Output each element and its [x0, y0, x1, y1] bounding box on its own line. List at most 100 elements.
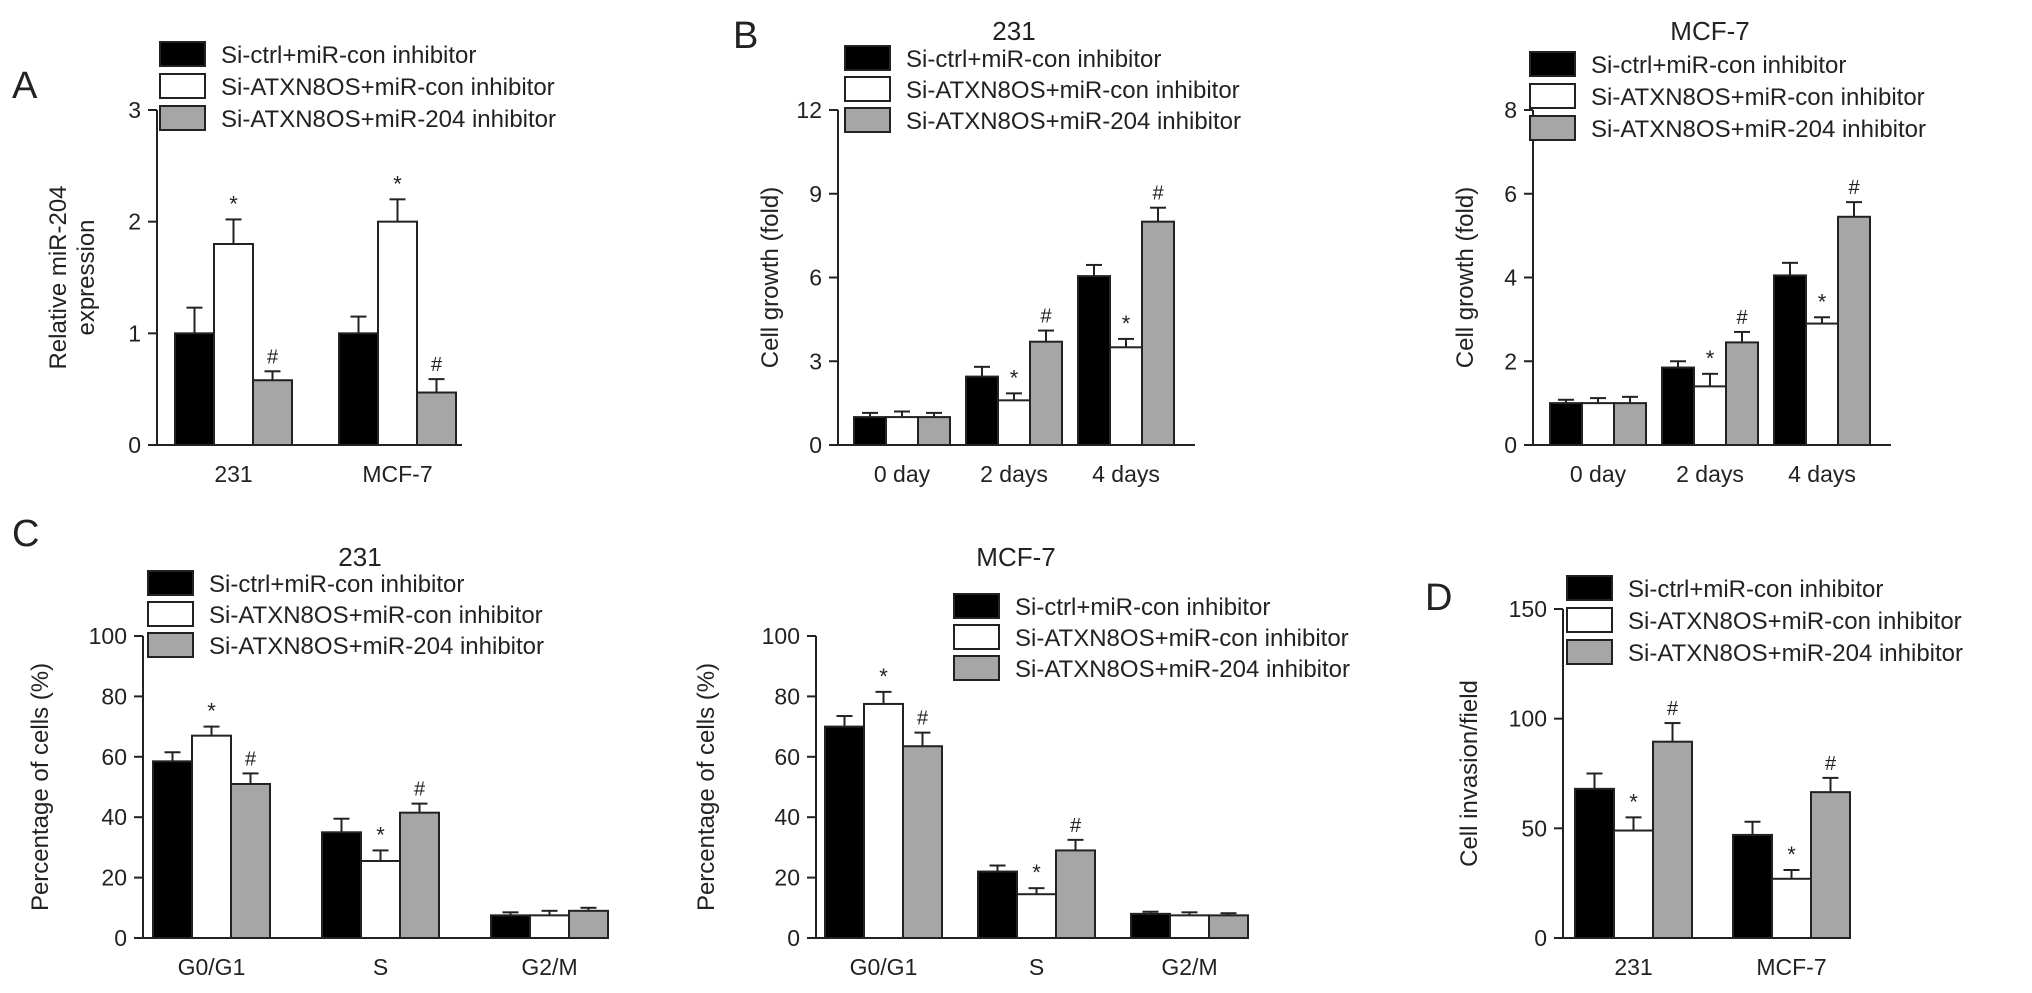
- legend-label-0: Si-ctrl+miR-con inhibitor: [221, 42, 476, 69]
- legend-label-0: Si-ctrl+miR-con inhibitor: [1628, 576, 1883, 603]
- bar-0: [1130, 912, 1171, 940]
- x-tick-label: 4 days: [1092, 461, 1160, 487]
- x-tick-label: 2 days: [1676, 461, 1744, 487]
- bar-2: [1029, 340, 1063, 447]
- x-tick-label: G2/M: [1161, 954, 1217, 980]
- legend-label-0: Si-ctrl+miR-con inhibitor: [1015, 594, 1270, 621]
- bar-2: [1208, 914, 1249, 939]
- y-tick-label: 60: [101, 744, 127, 770]
- y-tick-label: 2: [128, 209, 141, 235]
- bar-0: [1661, 366, 1695, 446]
- y-tick-label: 100: [1509, 706, 1547, 732]
- legend-label-1: Si-ATXN8OS+miR-con inhibitor: [906, 77, 1240, 104]
- y-tick-label: 2: [1504, 348, 1517, 374]
- bar-1: [1613, 829, 1654, 940]
- y-tick-label: 0: [1534, 925, 1547, 951]
- bar-1: [360, 859, 401, 939]
- bar-2: [230, 782, 271, 939]
- bar-2: [1725, 341, 1759, 446]
- legend-swatch-0: [844, 45, 891, 71]
- y-tick-label: 100: [89, 623, 127, 649]
- legend-label-2: Si-ATXN8OS+miR-204 inhibitor: [1015, 656, 1350, 683]
- x-tick-label: S: [1029, 954, 1044, 980]
- significance-mark: *: [376, 822, 385, 847]
- significance-mark: #: [1825, 753, 1837, 775]
- y-tick-label: 0: [114, 925, 127, 951]
- legend-label-0: Si-ctrl+miR-con inhibitor: [906, 46, 1161, 73]
- bar-0: [1077, 275, 1111, 446]
- panel-label: C: [12, 513, 39, 555]
- bar-1: [997, 399, 1031, 447]
- significance-mark: *: [207, 699, 216, 724]
- bar-2: [1613, 402, 1647, 446]
- legend-swatch-1: [953, 624, 1000, 650]
- y-tick-label: 0: [1504, 432, 1517, 458]
- legend-label-2: Si-ATXN8OS+miR-204 inhibitor: [209, 633, 544, 660]
- bar-2: [416, 391, 457, 446]
- bar-0: [490, 914, 531, 939]
- chart-panel-2: MCF-7 0 2 4 6 8 Cell growth (fold) 0 day * #2 day…: [1452, 16, 1926, 487]
- significance-mark: *: [1706, 346, 1715, 371]
- y-axis-label: Relative miR-204expression: [45, 185, 100, 369]
- significance-mark: #: [1736, 307, 1748, 329]
- significance-mark: *: [1818, 289, 1827, 314]
- legend-label-0: Si-ctrl+miR-con inhibitor: [209, 571, 464, 598]
- y-tick-label: 4: [1504, 265, 1517, 291]
- bar-1: [1016, 893, 1057, 940]
- y-axis-label: Cell growth (fold): [1452, 187, 1479, 368]
- legend-swatch-2: [159, 105, 206, 131]
- legend-swatch-0: [147, 570, 194, 596]
- bar-2: [1810, 791, 1851, 939]
- significance-mark: #: [1848, 177, 1860, 199]
- y-axis-label: Cell growth (fold): [757, 187, 784, 368]
- y-tick-label: 80: [774, 683, 800, 709]
- bar-2: [1055, 849, 1096, 939]
- bar-1: [885, 416, 919, 447]
- significance-mark: *: [1032, 860, 1041, 885]
- significance-mark: #: [1667, 698, 1679, 720]
- bar-1: [863, 702, 904, 940]
- bar-1: [191, 734, 232, 939]
- significance-mark: *: [1010, 365, 1019, 390]
- y-tick-label: 40: [774, 804, 800, 830]
- y-tick-label: 6: [1504, 181, 1517, 207]
- bar-0: [1773, 274, 1807, 446]
- chart-title: 231: [338, 542, 381, 572]
- significance-mark: #: [245, 748, 257, 770]
- significance-mark: *: [1122, 311, 1131, 336]
- y-tick-label: 50: [1521, 815, 1547, 841]
- bar-0: [824, 725, 865, 939]
- x-tick-label: S: [373, 954, 388, 980]
- panel-label: A: [12, 65, 38, 107]
- legend-swatch-0: [1566, 575, 1613, 601]
- significance-mark: #: [1070, 815, 1082, 837]
- bar-2: [568, 909, 609, 940]
- bar-1: [1693, 385, 1727, 446]
- significance-mark: *: [229, 191, 238, 216]
- bar-2: [1141, 220, 1175, 446]
- bar-1: [1581, 402, 1615, 446]
- legend-label-2: Si-ATXN8OS+miR-204 inhibitor: [221, 106, 556, 133]
- legend-label-1: Si-ATXN8OS+miR-con inhibitor: [1015, 625, 1349, 652]
- x-tick-label: 231: [1614, 954, 1652, 980]
- bar-1: [377, 220, 418, 446]
- bar-0: [338, 332, 379, 447]
- significance-mark: *: [1787, 842, 1796, 867]
- significance-mark: *: [393, 171, 402, 196]
- bar-1: [1109, 346, 1143, 446]
- significance-mark: #: [267, 346, 279, 368]
- legend-swatch-1: [159, 73, 206, 99]
- bar-2: [1837, 215, 1871, 446]
- legend-label-2: Si-ATXN8OS+miR-204 inhibitor: [1591, 116, 1926, 143]
- chart-title: MCF-7: [1670, 16, 1749, 46]
- legend-swatch-0: [159, 41, 206, 67]
- y-tick-label: 1: [128, 320, 141, 346]
- y-tick-label: 80: [101, 683, 127, 709]
- y-axis-label: Percentage of cells (%): [27, 663, 54, 911]
- significance-mark: #: [1040, 306, 1052, 328]
- x-tick-label: 4 days: [1788, 461, 1856, 487]
- legend-swatch-0: [953, 593, 1000, 619]
- bar-0: [965, 375, 999, 446]
- significance-mark: #: [431, 354, 443, 376]
